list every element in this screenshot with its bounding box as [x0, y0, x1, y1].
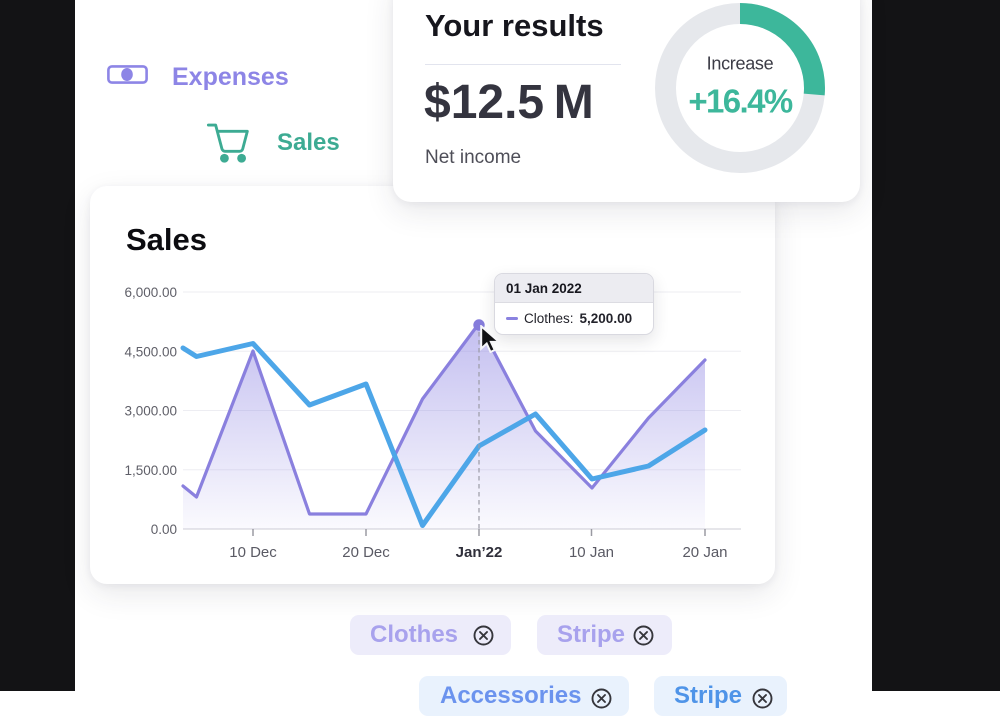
svg-text:20 Dec: 20 Dec [342, 544, 390, 561]
svg-text:4,500.00: 4,500.00 [124, 344, 177, 359]
svg-text:0.00: 0.00 [151, 522, 177, 537]
svg-text:20 Jan: 20 Jan [682, 544, 727, 561]
svg-text:10 Jan: 10 Jan [569, 544, 614, 561]
svg-text:3,000.00: 3,000.00 [124, 404, 177, 419]
svg-text:Jan’22: Jan’22 [456, 544, 503, 561]
svg-text:1,500.00: 1,500.00 [124, 463, 177, 478]
svg-text:Increase: Increase [707, 54, 774, 74]
svg-text:10 Dec: 10 Dec [229, 544, 277, 561]
svg-text:6,000.00: 6,000.00 [124, 285, 177, 300]
svg-text:+16.4%: +16.4% [688, 83, 792, 120]
